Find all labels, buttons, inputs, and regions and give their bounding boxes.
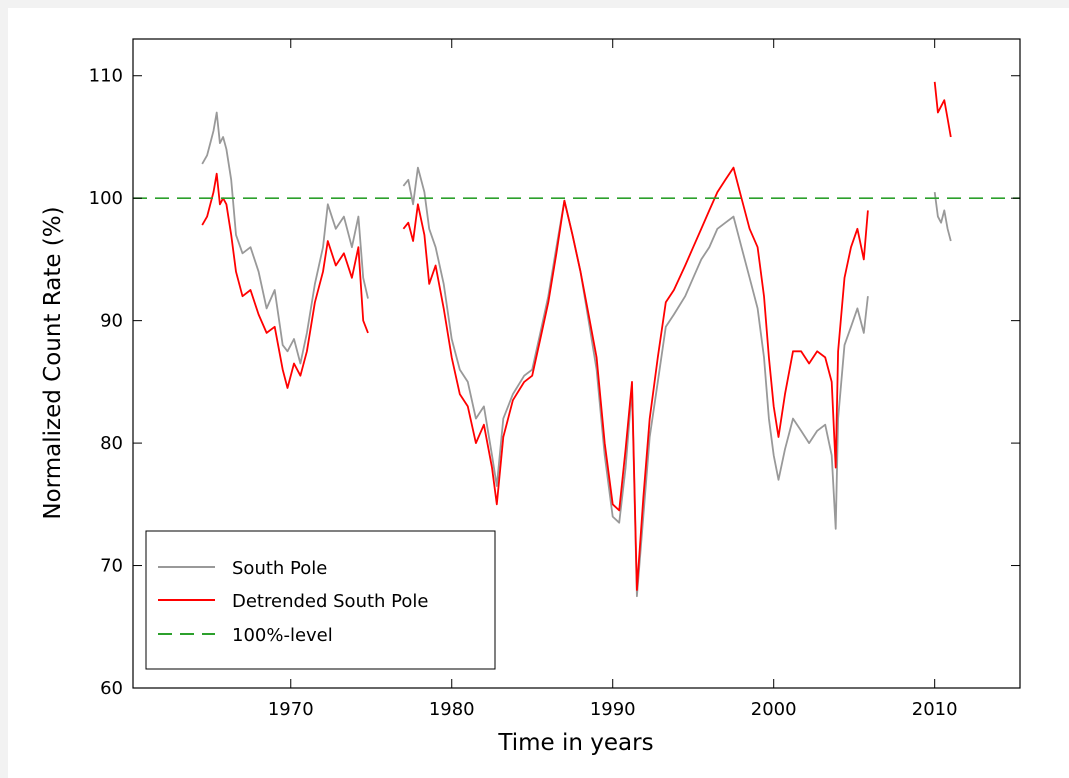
plot-area-border bbox=[132, 38, 1021, 689]
x-tick-label-2010: 2010 bbox=[912, 699, 958, 720]
y-tick-label-70: 70 bbox=[100, 556, 123, 577]
legend-label-100-level: 100%-level bbox=[232, 625, 333, 646]
series-detrended-south-pole-segment-3 bbox=[933, 81, 952, 138]
y-tick-label-60: 60 bbox=[100, 678, 123, 699]
y-axis-label: Normalized Count Rate (%) bbox=[40, 206, 66, 519]
legend: South Pole Detrended South Pole 100%-lev… bbox=[145, 530, 496, 670]
legend-label-detrended-south-pole: Detrended South Pole bbox=[232, 591, 428, 612]
y-tick-label-90: 90 bbox=[100, 311, 123, 332]
line-chart: 1970 1980 1990 2000 2010 60 70 80 90 100 110 Time … bbox=[40, 38, 1021, 756]
x-axis-label: Time in years bbox=[497, 730, 653, 756]
series-detrended-south-pole-segment-2 bbox=[402, 166, 869, 591]
series-south-pole-segment-1 bbox=[201, 111, 369, 365]
x-tick-label-2000: 2000 bbox=[751, 699, 797, 720]
x-tick-label-1990: 1990 bbox=[590, 699, 636, 720]
y-tick-label-100: 100 bbox=[89, 188, 123, 209]
series-detrended-south-pole-segment-1 bbox=[201, 172, 369, 389]
series-south-pole-segment-3 bbox=[933, 191, 952, 242]
chart-frame: 1970 1980 1990 2000 2010 60 70 80 90 100 110 Time … bbox=[8, 8, 1069, 778]
x-tick-label-1970: 1970 bbox=[268, 699, 314, 720]
x-tick-label-1980: 1980 bbox=[429, 699, 475, 720]
y-tick-label-110: 110 bbox=[89, 66, 123, 87]
y-tick-label-80: 80 bbox=[100, 433, 123, 454]
legend-label-south-pole: South Pole bbox=[232, 558, 327, 579]
